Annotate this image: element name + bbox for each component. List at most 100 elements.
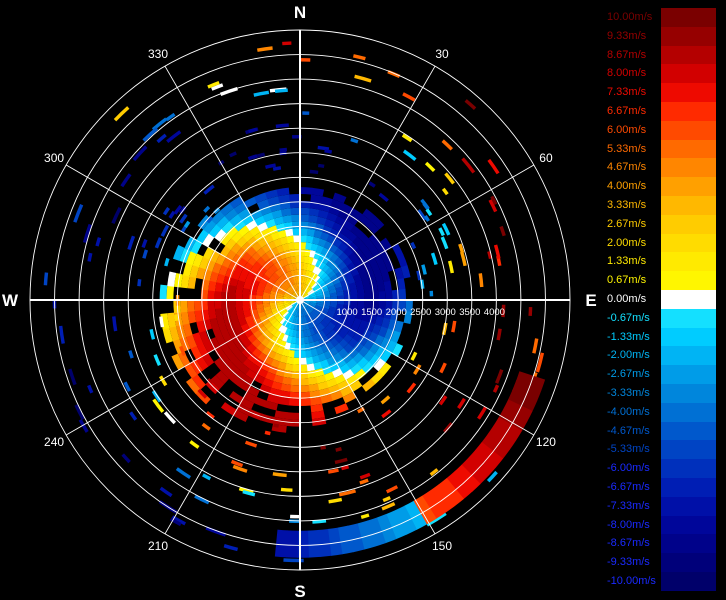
- velocity-bin: [187, 299, 195, 312]
- velocity-bin: [321, 264, 330, 273]
- velocity-bin: [494, 369, 504, 384]
- velocity-bin: [82, 223, 92, 243]
- velocity-bin: [268, 387, 281, 397]
- velocity-bin: [225, 237, 237, 250]
- velocity-bin: [247, 256, 258, 266]
- velocity-bin: [441, 222, 451, 236]
- velocity-bin: [288, 286, 295, 293]
- velocity-bin: [381, 501, 396, 511]
- legend-color-swatch: [661, 233, 716, 253]
- velocity-bin: [169, 325, 180, 342]
- velocity-bin: [184, 362, 198, 379]
- velocity-bin: [256, 256, 267, 266]
- velocity-bin: [229, 151, 237, 158]
- velocity-bin: [308, 279, 314, 287]
- legend-color-swatch: [661, 478, 716, 497]
- legend-color-swatch: [661, 496, 716, 516]
- velocity-bin: [230, 345, 242, 358]
- velocity-bin: [335, 447, 342, 452]
- velocity-bin: [292, 315, 297, 324]
- velocity-bin: [328, 497, 343, 504]
- velocity-bin: [344, 320, 353, 330]
- velocity-bin: [162, 206, 171, 216]
- velocity-bin: [391, 300, 400, 311]
- legend-value-label: 1.33m/s: [607, 255, 647, 268]
- velocity-bin: [291, 284, 297, 292]
- velocity-bin: [314, 288, 322, 294]
- velocity-bin: [287, 242, 295, 251]
- velocity-bin: [302, 300, 310, 305]
- velocity-bin: [299, 384, 310, 393]
- velocity-bin: [496, 328, 502, 341]
- velocity-bin: [288, 278, 294, 286]
- velocity-bin: [267, 324, 276, 333]
- velocity-bin: [261, 337, 270, 347]
- legend-color-swatch: [661, 102, 716, 121]
- velocity-bin: [401, 133, 413, 143]
- velocity-bin: [242, 287, 251, 295]
- velocity-bin: [215, 307, 224, 318]
- velocity-bin: [279, 147, 288, 152]
- velocity-bin: [327, 270, 336, 279]
- velocity-bin: [286, 412, 300, 420]
- azimuth-spoke: [299, 299, 436, 535]
- range-label: 4000: [484, 307, 505, 318]
- velocity-bin: [257, 221, 269, 232]
- velocity-bin: [306, 306, 313, 313]
- velocity-bin: [493, 417, 523, 441]
- velocity-bin: [208, 280, 217, 292]
- velocity-bin: [190, 345, 203, 360]
- velocity-bin: [264, 284, 273, 291]
- velocity-bin: [340, 203, 354, 215]
- velocity-data-layer: [43, 41, 546, 563]
- velocity-bin: [394, 267, 404, 280]
- velocity-bin: [269, 274, 278, 283]
- velocity-bin: [270, 344, 280, 353]
- velocity-bin: [261, 273, 270, 282]
- velocity-bin: [154, 237, 163, 249]
- legend-value-label: 0.00m/s: [607, 293, 647, 305]
- velocity-bin: [282, 41, 292, 46]
- velocity-bin: [276, 294, 284, 299]
- velocity-bin: [209, 271, 219, 283]
- velocity-bin: [383, 308, 392, 320]
- velocity-bin: [353, 247, 364, 259]
- legend-color-swatch: [661, 421, 716, 441]
- velocity-bin: [339, 226, 351, 237]
- velocity-bin: [276, 244, 285, 254]
- velocity-bin: [182, 262, 193, 277]
- velocity-bin: [228, 328, 238, 340]
- legend-color-swatch: [661, 553, 716, 572]
- legend-entry: -2.00m/s: [603, 346, 716, 366]
- velocity-bin: [374, 316, 384, 327]
- legend-value-label: -8.00m/s: [607, 518, 650, 531]
- velocity-bin: [383, 280, 392, 292]
- velocity-bin: [300, 262, 305, 270]
- velocity-bin: [229, 313, 239, 323]
- velocity-bin: [443, 422, 454, 434]
- velocity-bin: [189, 264, 200, 278]
- velocity-bin: [320, 196, 334, 206]
- velocity-bin: [244, 440, 258, 448]
- velocity-bin: [274, 261, 282, 270]
- velocity-bin: [332, 315, 341, 323]
- legend-entry: 1.33m/s: [603, 252, 716, 272]
- velocity-bin: [305, 356, 314, 365]
- velocity-bin: [163, 411, 177, 425]
- velocity-bin: [310, 243, 319, 252]
- velocity-bin: [323, 371, 335, 382]
- velocity-bin: [293, 323, 298, 331]
- velocity-bin: [264, 400, 278, 411]
- velocity-bin: [302, 111, 310, 115]
- velocity-bin: [277, 396, 290, 406]
- velocity-bin: [356, 286, 365, 295]
- velocity-bin: [346, 214, 359, 226]
- velocity-bin: [180, 299, 188, 313]
- velocity-bin: [286, 313, 292, 321]
- velocity-bin: [464, 99, 477, 110]
- legend-entry: -9.33m/s: [603, 553, 716, 572]
- velocity-bin: [201, 352, 215, 367]
- velocity-bin: [535, 352, 545, 373]
- velocity-bin: [256, 290, 264, 297]
- velocity-bin: [270, 359, 280, 369]
